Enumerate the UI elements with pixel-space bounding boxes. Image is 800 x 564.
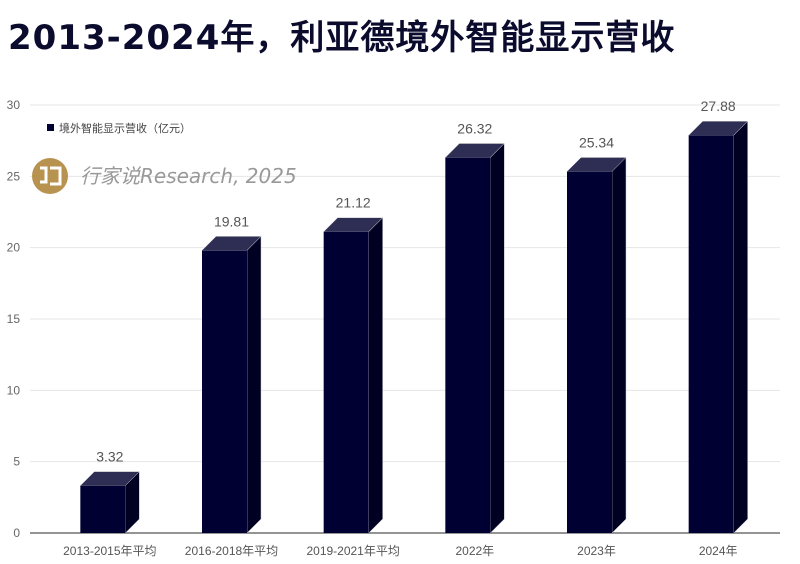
bar-side: [246, 235, 262, 534]
y-tick-label: 10: [7, 383, 21, 397]
legend-swatch: [47, 124, 54, 131]
data-label: 27.88: [701, 98, 736, 114]
data-label: 19.81: [214, 213, 249, 229]
bar: [688, 135, 734, 533]
x-tick-label: 2022年: [455, 544, 494, 558]
y-tick-label: 15: [7, 312, 21, 326]
data-label: 3.32: [96, 449, 123, 465]
bar-side: [733, 120, 748, 534]
x-tick-label: 2013-2015年平均: [63, 544, 156, 558]
x-tick-label: 2016-2018年平均: [185, 544, 278, 558]
bar-side: [490, 142, 505, 534]
bar: [323, 231, 369, 534]
x-tick-label: 2023年: [577, 544, 616, 558]
data-label: 26.32: [457, 121, 492, 137]
bar-side: [611, 156, 627, 534]
watermark: 行家说Research, 2025: [32, 158, 297, 194]
y-tick-label: 30: [7, 98, 21, 112]
bar: [202, 250, 247, 534]
legend-label: 境外智能显示营收（亿元）: [59, 121, 191, 135]
data-label: 21.12: [336, 195, 371, 211]
bar: [567, 171, 612, 533]
x-tick-label: 2019-2021年平均: [306, 544, 399, 558]
x-tick-label: 2024年: [699, 544, 738, 558]
bar: [445, 157, 491, 533]
chart-title: 2013-2024年，利亚德境外智能显示营收: [8, 18, 676, 58]
y-tick-label: 5: [13, 455, 20, 469]
legend: 境外智能显示营收（亿元）: [47, 121, 191, 135]
bar: [80, 485, 126, 533]
data-label: 25.34: [579, 134, 614, 150]
y-tick-label: 25: [7, 169, 21, 183]
bar-side: [368, 217, 383, 534]
y-tick-label: 0: [13, 526, 20, 540]
watermark-text: 行家说Research, 2025: [80, 164, 297, 188]
logo-icon: [32, 158, 68, 194]
y-tick-label: 20: [7, 241, 21, 255]
